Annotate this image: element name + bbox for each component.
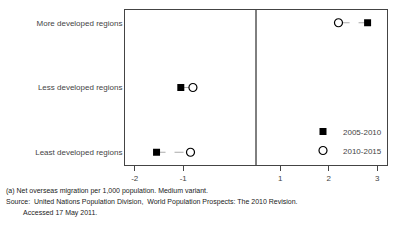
svg-text:Least developed regions: Least developed regions — [35, 148, 122, 157]
svg-text:1: 1 — [278, 174, 283, 183]
svg-text:Source: United Nations Popula: Source: United Nations Population Divisi… — [6, 198, 298, 206]
svg-text:Less developed regions: Less developed regions — [38, 83, 123, 92]
svg-text:More developed regions: More developed regions — [37, 19, 123, 28]
svg-text:(a) Net overseas migration per: (a) Net overseas migration per 1,000 pop… — [6, 187, 208, 195]
svg-text:2010-2015: 2010-2015 — [343, 147, 382, 156]
svg-text:-1: -1 — [180, 174, 188, 183]
svg-text:-2: -2 — [131, 174, 139, 183]
svg-text:Accessed 17 May 2011.: Accessed 17 May 2011. — [6, 209, 97, 217]
svg-text:2: 2 — [327, 174, 332, 183]
svg-text:3: 3 — [375, 174, 380, 183]
svg-text:2005-2010: 2005-2010 — [343, 128, 382, 137]
